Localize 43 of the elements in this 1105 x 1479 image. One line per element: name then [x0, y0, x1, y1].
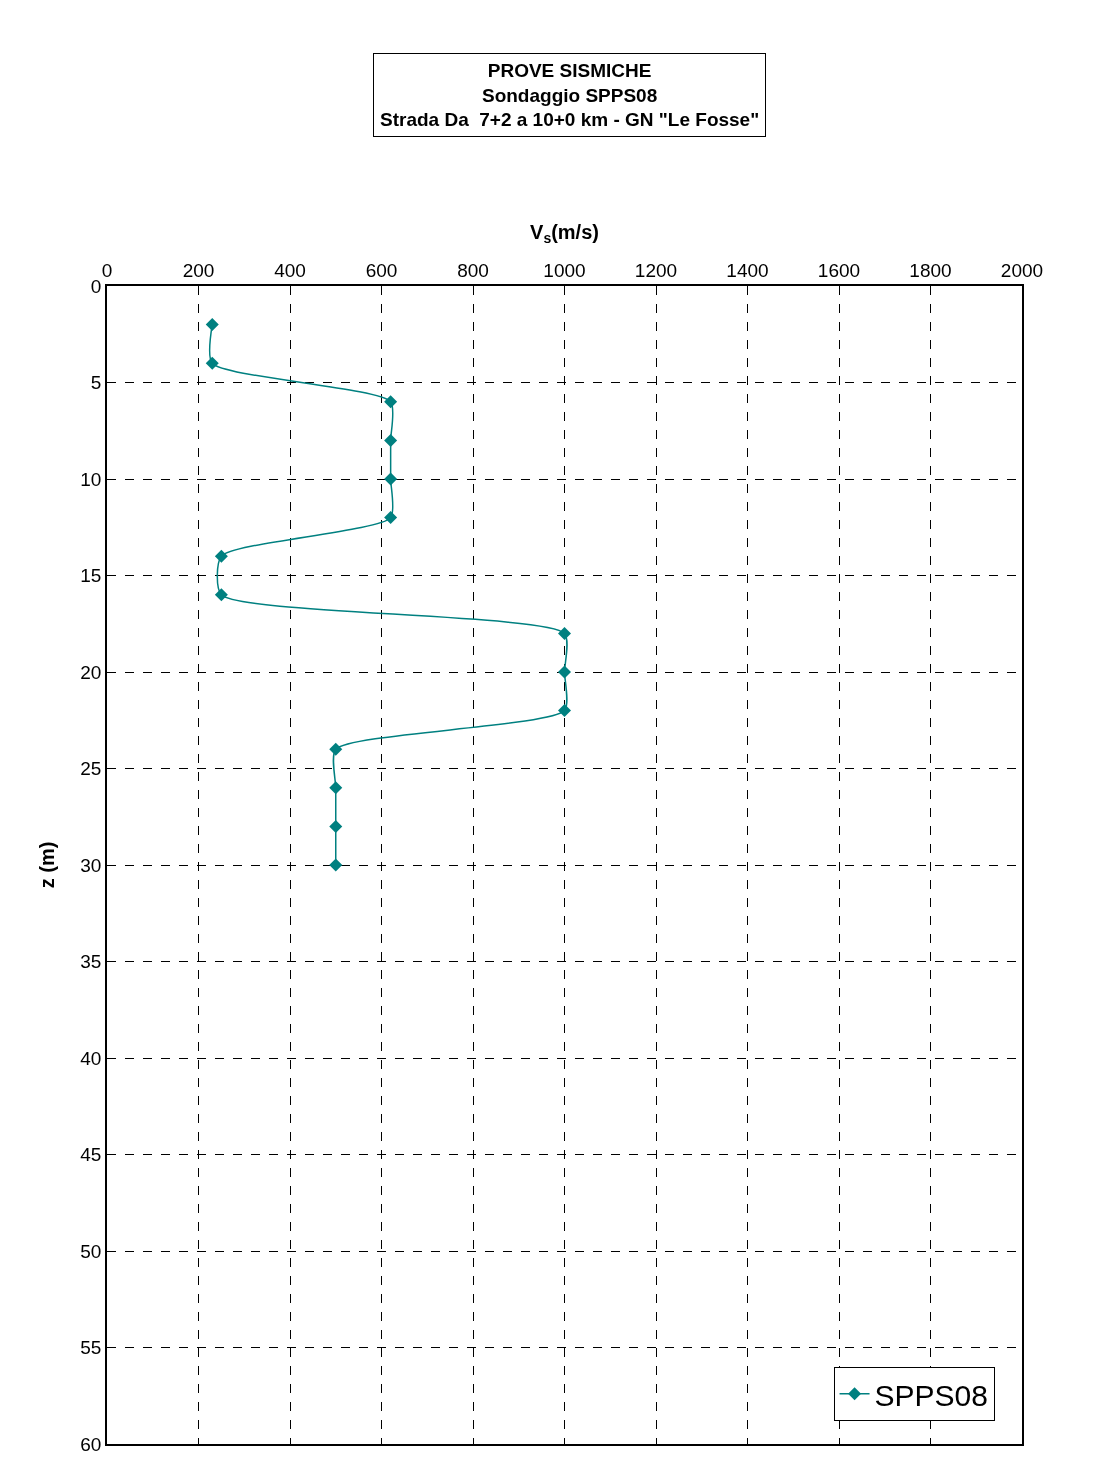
x-tick-label: 1400: [726, 259, 769, 281]
legend-label: SPPS08: [874, 1378, 988, 1412]
point: [384, 433, 398, 447]
y-tick-label: 5: [90, 372, 102, 394]
point: [329, 819, 343, 833]
point: [214, 588, 228, 602]
x-tick-label: 1000: [543, 259, 586, 281]
y-tick-label: 55: [80, 1337, 102, 1359]
y-tick-label: 35: [80, 951, 102, 973]
point: [558, 665, 571, 679]
y-tick-label: 45: [80, 1144, 102, 1166]
y-tick-label: 0: [90, 275, 102, 297]
x-axis-title: V$_{s}$(m/s): [530, 220, 599, 246]
y-tick-label: 60: [80, 1433, 102, 1455]
x-tick-label: 600: [365, 259, 398, 281]
y-tick-label: 15: [80, 565, 102, 587]
point: [558, 704, 571, 718]
x-tick-label: 1200: [634, 259, 678, 281]
y-tick-label: 50: [80, 1240, 102, 1262]
y-tick-label: 10: [80, 468, 102, 490]
point: [329, 781, 343, 795]
y-axis-title: z (m): [36, 841, 59, 889]
x-tick-label: 2000: [1000, 259, 1044, 281]
point: [384, 511, 398, 525]
x-tick-label: 1800: [909, 259, 952, 281]
point: [558, 626, 571, 640]
point: [384, 472, 398, 486]
x-tick-label: 200: [182, 259, 215, 281]
point: [205, 318, 219, 332]
y-tick-label: 40: [80, 1047, 102, 1069]
chart-title: PROVE SISMICHE: [487, 60, 652, 81]
y-tick-label: 20: [80, 661, 102, 683]
point: [329, 858, 343, 872]
point: [329, 742, 343, 756]
y-tick-label: 25: [80, 758, 102, 780]
y-tick-label: 30: [80, 854, 102, 876]
chart-subtitle: Sondaggio SPPS08 Strada Da 7+2 a 10+0 km - GN "Le Fosse": [380, 84, 760, 131]
x-tick-label: 1600: [817, 259, 861, 281]
point: [214, 549, 228, 563]
x-tick-label: 400: [274, 259, 306, 281]
x-tick-label: 800: [457, 259, 489, 281]
point: [205, 356, 219, 370]
point: [384, 395, 398, 409]
